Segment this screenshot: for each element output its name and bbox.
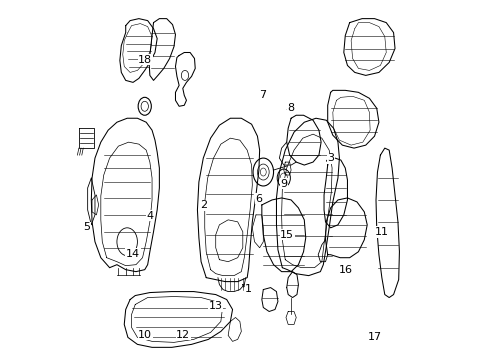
Text: 1: 1 [245,284,252,294]
Text: 12: 12 [176,330,191,340]
Text: 8: 8 [287,103,294,113]
Text: 5: 5 [83,222,90,232]
Text: 10: 10 [138,330,152,340]
Text: 17: 17 [368,332,382,342]
Text: 2: 2 [200,200,207,210]
Text: 9: 9 [280,179,287,189]
Text: 4: 4 [147,211,153,221]
Text: 11: 11 [375,227,389,237]
Text: 3: 3 [328,153,335,163]
Text: 16: 16 [339,265,353,275]
Text: 13: 13 [209,301,222,311]
Text: 15: 15 [280,230,294,239]
Text: 18: 18 [138,55,152,65]
Text: 14: 14 [126,248,140,258]
Text: 7: 7 [259,90,267,100]
Text: 6: 6 [255,194,262,204]
